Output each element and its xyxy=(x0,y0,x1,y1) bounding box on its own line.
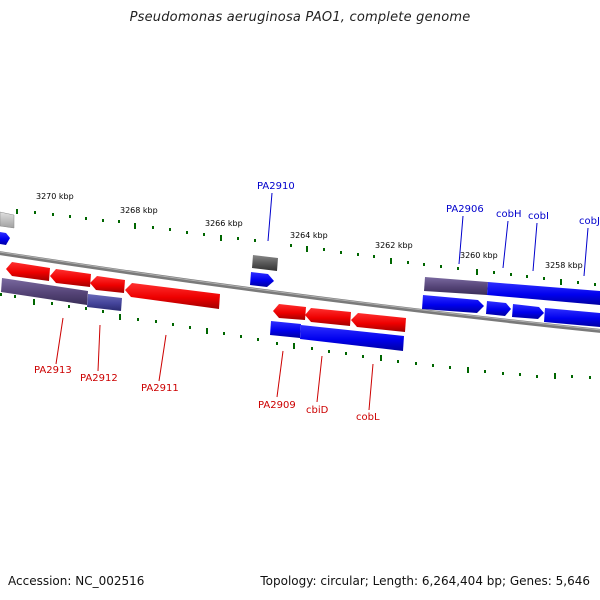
forward-gene-track[interactable] xyxy=(0,211,600,327)
scale-label: 3258 kbp xyxy=(545,261,583,270)
top-label-leaders xyxy=(267,192,589,277)
gene-label-pa2913: PA2913 xyxy=(34,365,72,376)
accession-text: Accession: NC_002516 xyxy=(8,574,145,588)
reverse-gene-track[interactable] xyxy=(1,262,406,351)
scale-label: 3268 kbp xyxy=(120,206,158,215)
gene-label-pa2912: PA2912 xyxy=(80,373,118,384)
scale-label: 3266 kbp xyxy=(205,219,243,228)
gene-arrow xyxy=(487,282,600,305)
scale-label: 3270 kbp xyxy=(36,192,74,201)
gene-label-cobh: cobH xyxy=(496,209,521,220)
gene-label-pa2906: PA2906 xyxy=(446,204,484,215)
genome-summary-text: Topology: circular; Length: 6,264,404 bp… xyxy=(260,574,590,588)
gene-arrow xyxy=(486,301,511,316)
gene-arrow xyxy=(250,272,274,287)
gene-label-pa2910: PA2910 xyxy=(257,181,295,192)
scale-label: 3264 kbp xyxy=(290,231,328,240)
gene-arrow xyxy=(125,283,220,309)
gene-arrow xyxy=(305,308,351,326)
gene-arrow xyxy=(300,325,404,351)
top-gene-labels: PA2910 PA2906 cobH cobI cobJ xyxy=(257,181,600,227)
gene-arrow xyxy=(50,269,91,287)
map-title: Pseudomonas aeruginosa PAO1, complete ge… xyxy=(129,10,471,25)
scale-label: 3262 kbp xyxy=(375,241,413,250)
gene-arrow xyxy=(422,295,484,313)
gene-arrow xyxy=(512,304,544,319)
gene-label-pa2909: PA2909 xyxy=(258,400,296,411)
genome-backbone xyxy=(0,251,600,333)
gene-arrow xyxy=(0,232,10,245)
gene-arrow xyxy=(544,308,600,327)
bottom-gene-labels: PA2913 PA2912 PA2911 PA2909 cbiD cobL xyxy=(34,365,380,423)
gene-label-pa2911: PA2911 xyxy=(141,383,179,394)
gene-arrow xyxy=(270,321,301,338)
scale-label: 3260 kbp xyxy=(460,251,498,260)
gene-arrow xyxy=(0,211,15,229)
gene-arrow xyxy=(1,278,88,305)
bottom-label-leaders xyxy=(55,317,374,411)
outer-tick-track xyxy=(16,209,596,286)
gene-arrow xyxy=(351,313,406,332)
scale-labels: 3270 kbp 3268 kbp 3266 kbp 3264 kbp 3262… xyxy=(36,192,583,270)
gene-label-cobl: cobL xyxy=(356,412,380,423)
gene-arrow xyxy=(252,255,278,271)
inner-tick-track xyxy=(0,293,591,379)
gene-arrow xyxy=(424,277,488,295)
gene-arrow xyxy=(90,276,125,293)
gene-label-cobj: cobJ xyxy=(579,216,600,227)
gene-arrow xyxy=(273,304,306,320)
gene-label-cbid: cbiD xyxy=(306,405,329,416)
gene-label-cobi: cobI xyxy=(528,211,549,222)
gene-arrow xyxy=(87,294,122,311)
gene-arrow xyxy=(6,262,50,281)
